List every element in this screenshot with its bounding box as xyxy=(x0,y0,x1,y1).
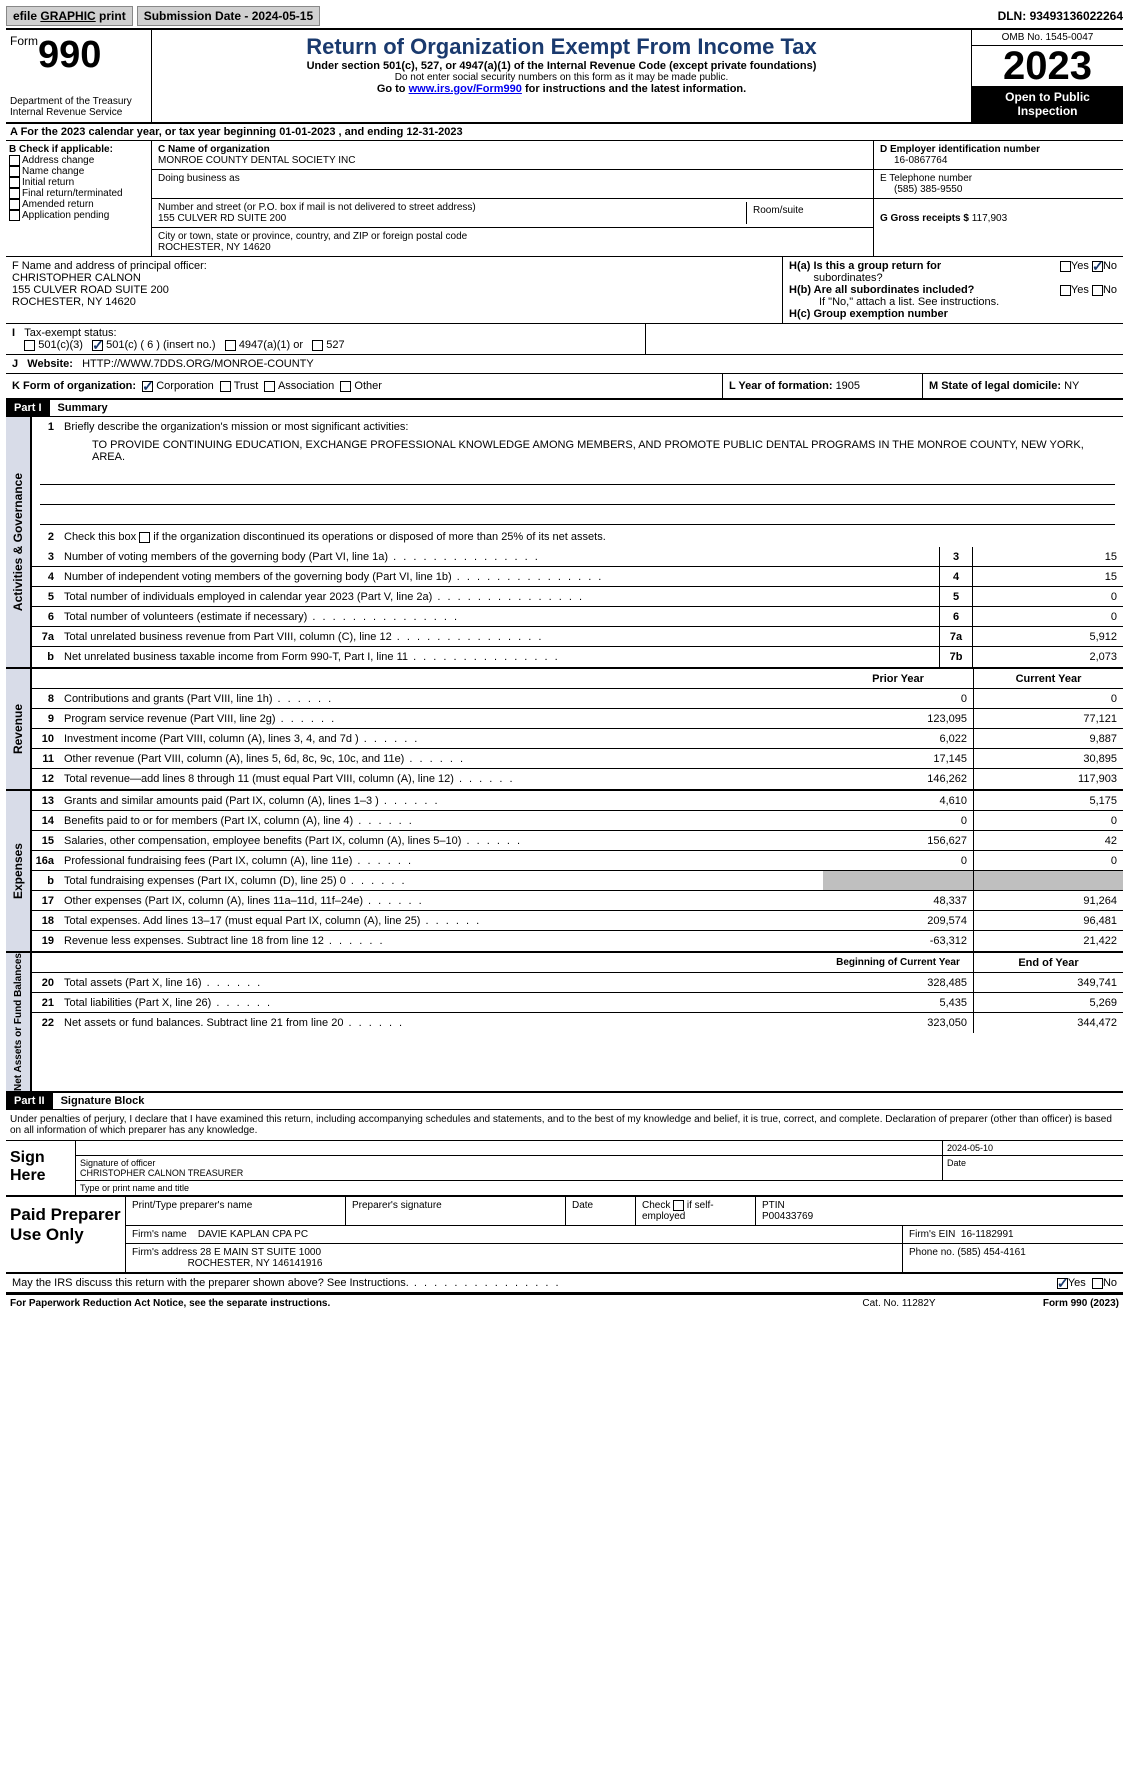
chk-ha-yes[interactable] xyxy=(1060,261,1071,272)
line-21: 21Total liabilities (Part X, line 26)5,4… xyxy=(32,993,1123,1013)
hdr-beg: Beginning of Current Year xyxy=(823,953,973,972)
side-revenue: Revenue xyxy=(6,669,32,789)
box-h: H(a) Is this a group return for subordin… xyxy=(783,257,1123,323)
form-header: Form990 Department of the Treasury Inter… xyxy=(6,30,1123,124)
gov-line-7b: bNet unrelated business taxable income f… xyxy=(32,647,1123,667)
line-9: 9Program service revenue (Part VIII, lin… xyxy=(32,709,1123,729)
row-a: A For the 2023 calendar year, or tax yea… xyxy=(6,124,1123,141)
part1-hdr: Part I xyxy=(6,400,50,416)
line-15: 15Salaries, other compensation, employee… xyxy=(32,831,1123,851)
row-j: J Website: HTTP://WWW.7DDS.ORG/MONROE-CO… xyxy=(6,355,1123,373)
box-c-dba: Doing business as xyxy=(152,170,873,199)
chk-501c3[interactable] xyxy=(24,340,35,351)
line-10: 10Investment income (Part VIII, column (… xyxy=(32,729,1123,749)
chk-name[interactable] xyxy=(9,166,20,177)
side-netassets: Net Assets or Fund Balances xyxy=(6,953,32,1091)
line-14: 14Benefits paid to or for members (Part … xyxy=(32,811,1123,831)
chk-ha-no[interactable] xyxy=(1092,261,1103,272)
gov-line-3: 3Number of voting members of the governi… xyxy=(32,547,1123,567)
chk-corp[interactable] xyxy=(142,381,153,392)
chk-final[interactable] xyxy=(9,188,20,199)
efile-link[interactable]: efile GRAPHIC print xyxy=(6,6,133,26)
line1-lbl: Briefly describe the organization's miss… xyxy=(60,419,1123,435)
chk-4947[interactable] xyxy=(225,340,236,351)
discuss-row: May the IRS discuss this return with the… xyxy=(6,1274,1123,1294)
gov-line-7a: 7aTotal unrelated business revenue from … xyxy=(32,627,1123,647)
box-b: B Check if applicable: Address change Na… xyxy=(6,141,152,256)
chk-other[interactable] xyxy=(340,381,351,392)
submission-date: Submission Date - 2024-05-15 xyxy=(137,6,320,26)
chk-trust[interactable] xyxy=(220,381,231,392)
mission-text: TO PROVIDE CONTINUING EDUCATION, EXCHANG… xyxy=(32,437,1123,465)
box-c-city: City or town, state or province, country… xyxy=(152,228,873,256)
line-20: 20Total assets (Part X, line 16)328,4853… xyxy=(32,973,1123,993)
chk-hb-yes[interactable] xyxy=(1060,285,1071,296)
page-footer: For Paperwork Reduction Act Notice, see … xyxy=(6,1294,1123,1312)
row-m: M State of legal domicile: NY xyxy=(923,374,1123,398)
box-g: G Gross receipts $ 117,903 xyxy=(874,199,1123,256)
tax-year: 2023 xyxy=(972,46,1123,86)
chk-self-emp[interactable] xyxy=(673,1200,684,1211)
chk-pending[interactable] xyxy=(9,210,20,221)
line-17: 17Other expenses (Part IX, column (A), l… xyxy=(32,891,1123,911)
gov-line-5: 5Total number of individuals employed in… xyxy=(32,587,1123,607)
line-11: 11Other revenue (Part VIII, column (A), … xyxy=(32,749,1123,769)
chk-hb-no[interactable] xyxy=(1092,285,1103,296)
gov-line-6: 6Total number of volunteers (estimate if… xyxy=(32,607,1123,627)
chk-initial[interactable] xyxy=(9,177,20,188)
hdr-end: End of Year xyxy=(973,953,1123,972)
form-word: Form xyxy=(10,34,38,48)
chk-address[interactable] xyxy=(9,155,20,166)
top-bar: efile GRAPHIC print Submission Date - 20… xyxy=(6,6,1123,30)
goto-link[interactable]: www.irs.gov/Form990 xyxy=(409,83,522,95)
part1-title: Summary xyxy=(50,400,116,416)
form-number: 990 xyxy=(38,34,101,76)
subtitle-1: Under section 501(c), 527, or 4947(a)(1)… xyxy=(160,60,963,72)
line-19: 19Revenue less expenses. Subtract line 1… xyxy=(32,931,1123,951)
sig-declaration: Under penalties of perjury, I declare th… xyxy=(6,1110,1123,1140)
side-governance: Activities & Governance xyxy=(6,417,32,667)
line-12: 12Total revenue—add lines 8 through 11 (… xyxy=(32,769,1123,789)
gov-line-4: 4Number of independent voting members of… xyxy=(32,567,1123,587)
box-e: E Telephone number(585) 385-9550 xyxy=(874,170,1123,199)
goto-line: Go to www.irs.gov/Form990 for instructio… xyxy=(160,83,963,95)
hdr-prior: Prior Year xyxy=(823,669,973,688)
box-d: D Employer identification number16-08677… xyxy=(874,141,1123,170)
sign-here: Sign Here xyxy=(6,1141,76,1195)
subtitle-2: Do not enter social security numbers on … xyxy=(160,72,963,83)
box-c-addr: Number and street (or P.O. box if mail i… xyxy=(152,199,873,228)
row-i: I Tax-exempt status: 501(c)(3) 501(c) ( … xyxy=(6,324,646,354)
box-c-name: C Name of organization MONROE COUNTY DEN… xyxy=(152,141,873,170)
line-16a: 16aProfessional fundraising fees (Part I… xyxy=(32,851,1123,871)
chk-line2[interactable] xyxy=(139,532,150,543)
dept-label: Department of the Treasury Internal Reve… xyxy=(10,96,147,118)
paid-preparer: Paid Preparer Use Only xyxy=(6,1197,126,1272)
line-18: 18Total expenses. Add lines 13–17 (must … xyxy=(32,911,1123,931)
part2-hdr: Part II xyxy=(6,1093,53,1109)
open-public: Open to Public Inspection xyxy=(972,86,1123,122)
line-b: bTotal fundraising expenses (Part IX, co… xyxy=(32,871,1123,891)
line-8: 8Contributions and grants (Part VIII, li… xyxy=(32,689,1123,709)
hdr-current: Current Year xyxy=(973,669,1123,688)
row-l: L Year of formation: 1905 xyxy=(723,374,923,398)
box-f: F Name and address of principal officer:… xyxy=(6,257,783,323)
chk-amended[interactable] xyxy=(9,199,20,210)
chk-assoc[interactable] xyxy=(264,381,275,392)
line-22: 22Net assets or fund balances. Subtract … xyxy=(32,1013,1123,1033)
main-title: Return of Organization Exempt From Incom… xyxy=(160,34,963,60)
chk-501c[interactable] xyxy=(92,340,103,351)
line-13: 13Grants and similar amounts paid (Part … xyxy=(32,791,1123,811)
chk-discuss-no[interactable] xyxy=(1092,1278,1103,1289)
dln: DLN: 93493136022264 xyxy=(998,9,1123,23)
chk-527[interactable] xyxy=(312,340,323,351)
line2: Check this box if the organization disco… xyxy=(60,529,1123,545)
chk-discuss-yes[interactable] xyxy=(1057,1278,1068,1289)
part2-title: Signature Block xyxy=(53,1093,153,1109)
row-k: K Form of organization: Corporation Trus… xyxy=(6,374,723,398)
side-expenses: Expenses xyxy=(6,791,32,951)
